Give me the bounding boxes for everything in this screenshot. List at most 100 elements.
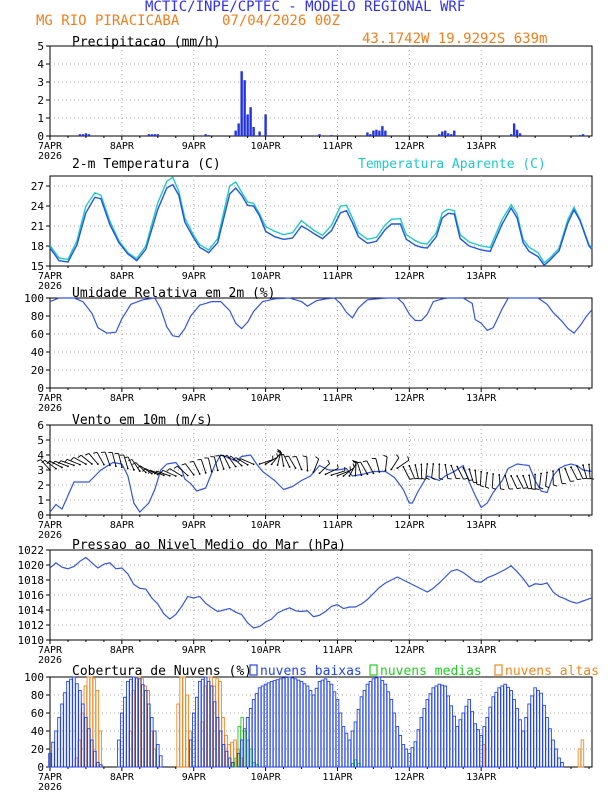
- wind-barb: [66, 458, 81, 466]
- wind-barb-flag: [166, 468, 171, 472]
- wind-barb-flag: [480, 485, 485, 488]
- wind-barb: [582, 465, 588, 479]
- wind-barb-dot: [103, 463, 105, 466]
- humidity-xtick-label: 13APR: [466, 393, 497, 404]
- wind-barb: [40, 459, 51, 471]
- precip-bar: [381, 126, 384, 136]
- cloud-low-bar: [254, 693, 259, 768]
- temperature-frame: [49, 175, 593, 267]
- wind-barb: [104, 451, 111, 466]
- cloud-low-bar: [78, 690, 82, 768]
- wind-barb-flag: [500, 488, 505, 491]
- cloud-low-bar: [69, 678, 73, 768]
- wind-barb: [570, 467, 578, 480]
- clouds-ytick-label: 100: [24, 671, 44, 684]
- cloud-low-bar: [144, 690, 148, 768]
- wind-barb: [54, 460, 69, 467]
- precip-bar: [453, 130, 456, 136]
- cloud-low-bar: [257, 687, 262, 768]
- cloud-low-bar: [54, 730, 58, 768]
- wind-speed-line: [49, 454, 593, 513]
- wind-xtick-label: 11APR: [322, 520, 353, 531]
- clouds-xtick-label: 10APR: [251, 772, 282, 783]
- cloud-low-bar: [491, 696, 495, 768]
- cloud-legend-box: [249, 664, 258, 676]
- run-datetime: 07/04/2026 00Z: [222, 13, 341, 29]
- precip-ytick-label: 2: [37, 94, 44, 107]
- wind-barb: [88, 453, 99, 465]
- pressure-xtick-label: 9APR: [182, 645, 207, 656]
- cloud-low-bar: [521, 730, 525, 768]
- temperature-xtick-label: 11APR: [322, 271, 353, 282]
- temperature-ytick-label: 21: [31, 220, 44, 233]
- precip-bar: [156, 134, 160, 136]
- precip-frame: [49, 45, 593, 137]
- wind-barb: [230, 455, 242, 466]
- clouds-ytick-label: 80: [31, 689, 44, 702]
- wind-barb-flag: [582, 477, 587, 480]
- wind-barb-dot: [366, 473, 369, 476]
- precip-ytick-label: 1: [37, 112, 44, 125]
- wind-barb-dot: [276, 464, 279, 466]
- wind-barb-dot: [162, 474, 165, 477]
- wind-barb-dot: [330, 474, 333, 477]
- wind-barb: [156, 470, 170, 477]
- wind-barb: [313, 458, 320, 473]
- clouds-ytick-label: 60: [31, 707, 44, 720]
- cloud-low-bar: [383, 683, 388, 768]
- wind-barb: [468, 468, 474, 483]
- wind-barb-flag: [136, 465, 141, 469]
- wind-barb-dot: [414, 464, 417, 466]
- wind-barb: [259, 459, 274, 465]
- cloud-low-bar: [266, 682, 271, 768]
- wind-barb-dot: [300, 468, 303, 471]
- cloud-low-bar: [515, 708, 519, 768]
- cloud-low-bar: [135, 677, 139, 768]
- wind-barb-flag: [492, 487, 497, 490]
- cloud-low-bar: [99, 764, 103, 768]
- wind-barb-dot: [252, 463, 255, 466]
- wind-xtick-label: 12APR: [394, 520, 425, 531]
- cloud-low-bar: [93, 750, 97, 768]
- precip-bar: [234, 130, 237, 136]
- wind-barb-flag: [553, 484, 558, 487]
- cloud-low-bar: [239, 739, 244, 768]
- temperature-title: 2-m Temperatura (C): [72, 157, 221, 172]
- wind-barb: [193, 461, 201, 475]
- cloud-low-bar: [377, 676, 382, 768]
- wind-barb-flag: [277, 449, 282, 452]
- precip-bar: [581, 134, 585, 136]
- precip-bar: [372, 130, 375, 136]
- precip-bar: [330, 135, 333, 136]
- cloud-low-bar: [458, 719, 462, 768]
- humidity-year-label: 2026: [38, 403, 62, 414]
- wind-barb: [80, 454, 93, 465]
- wind-barb-dot: [49, 469, 51, 471]
- pressure-title: Pressao ao Nivel Medio do Mar (hPa): [72, 538, 346, 553]
- wind-barb: [504, 475, 510, 490]
- wind-barb: [522, 475, 529, 489]
- precip-bar: [147, 134, 151, 136]
- cloud-low-bar: [356, 708, 361, 768]
- precip-ytick-label: 0: [37, 130, 44, 143]
- pressure-ytick-label: 1020: [18, 559, 45, 572]
- temperature-xtick-label: 12APR: [394, 271, 425, 282]
- precip-title: Precipitacao (mm/h): [72, 35, 221, 50]
- wind-barb: [131, 459, 141, 472]
- clouds-xtick-label: 7APR: [38, 772, 63, 783]
- wind-barb: [576, 465, 584, 480]
- wind-barb-dot: [336, 474, 339, 477]
- temperature-xtick-label: 7APR: [38, 271, 63, 282]
- wind-barb-flag: [160, 470, 164, 474]
- wind-barb-flag: [153, 470, 157, 475]
- wind-barb-dot: [126, 467, 129, 470]
- wind-barb-dot: [360, 474, 363, 476]
- cloud-low-bar: [545, 717, 549, 768]
- wind-barb: [337, 470, 351, 477]
- humidity-ytick-label: 0: [37, 382, 44, 395]
- precip-ytick-label: 5: [37, 40, 44, 53]
- wind-barb: [390, 457, 400, 470]
- wind-barb-dot: [504, 474, 507, 477]
- wind-barb-dot: [312, 471, 315, 473]
- wind-barb-flag: [58, 460, 62, 465]
